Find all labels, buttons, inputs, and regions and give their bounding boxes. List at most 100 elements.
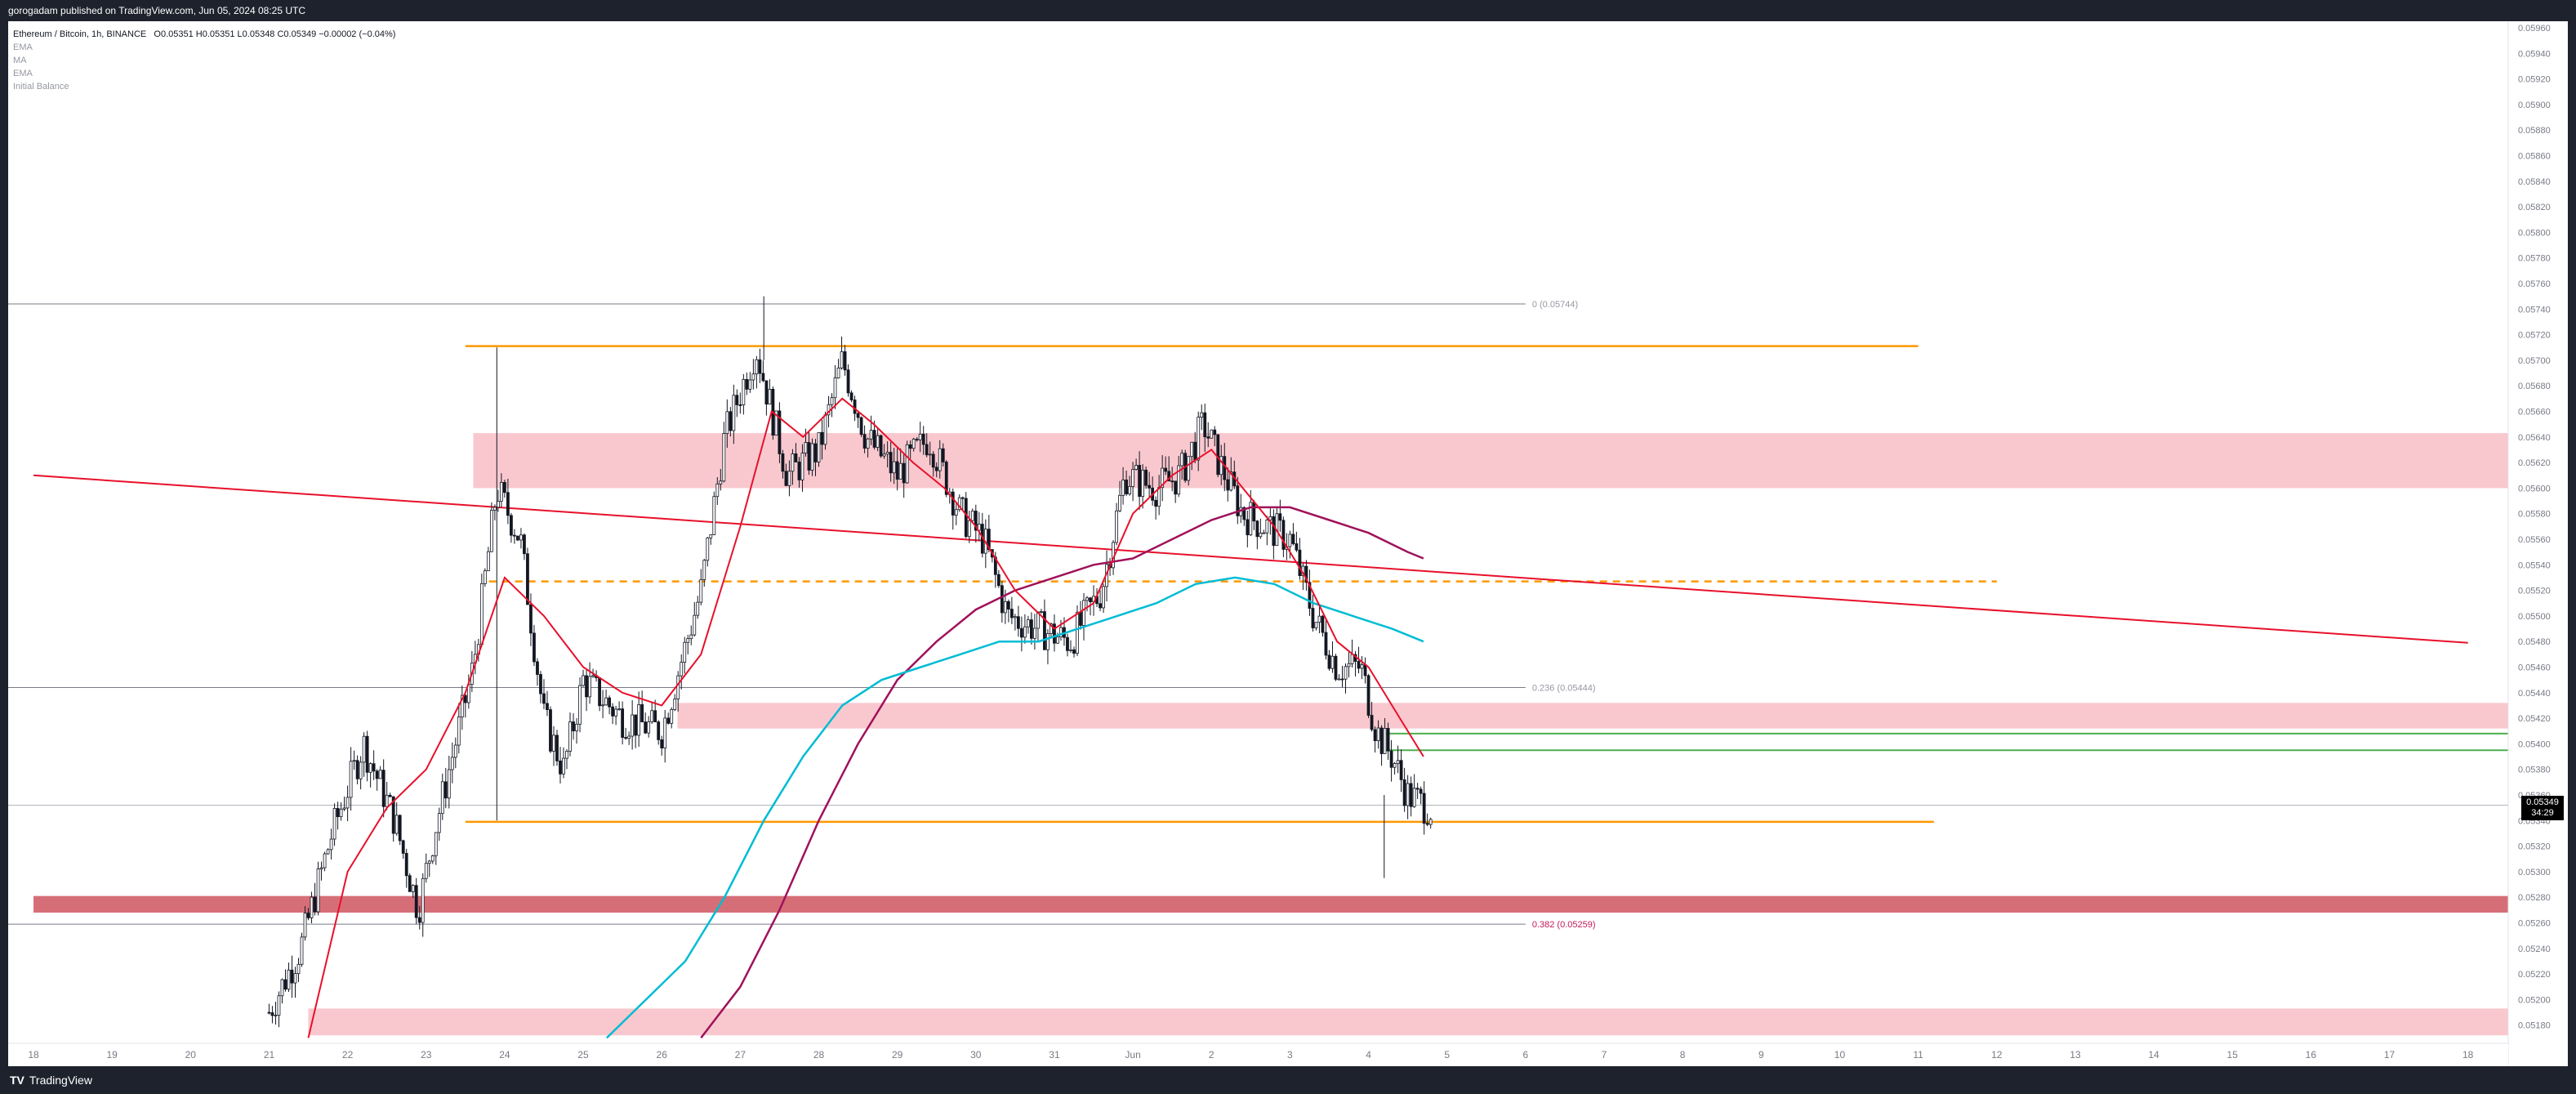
candle-body (954, 509, 958, 516)
candle-body (1210, 429, 1214, 439)
candle-body (666, 717, 671, 724)
price-scale-label: 0.05740 (2518, 305, 2551, 315)
legend-indicator[interactable]: Initial Balance (13, 82, 69, 92)
chart-legend: Ethereum / Bitcoin, 1h, BINANCE O0.05351… (13, 28, 395, 93)
candle-body (450, 757, 454, 770)
candle-body (1428, 819, 1433, 825)
time-scale-label: 11 (1913, 1049, 1923, 1061)
candle-body (709, 534, 713, 538)
candle-body (1177, 465, 1181, 495)
tradingview-logo[interactable]: TV TradingView (10, 1074, 92, 1087)
ema-mid-line[interactable] (606, 576, 1424, 1039)
trendline[interactable] (33, 474, 2468, 644)
candle-body (1399, 760, 1403, 780)
price-chart[interactable]: 0 (0.05744) 0.236 (0.05444) 0.382 (0.05259… (8, 21, 2568, 1066)
chart-area[interactable]: 0 (0.05744) 0.236 (0.05444) 0.382 (0.05259… (8, 21, 2568, 1066)
candle-body (336, 808, 340, 818)
time-scale-label: 28 (813, 1049, 825, 1061)
supply-demand-zone[interactable] (677, 703, 2509, 729)
candle-body (1317, 615, 1321, 623)
candle-body (621, 708, 625, 738)
legend-indicator[interactable]: EMA (13, 42, 33, 52)
candle-body (572, 721, 575, 732)
candle-body (650, 710, 654, 722)
candle-body (758, 359, 762, 374)
candle-body (1043, 611, 1046, 650)
price-scale-label: 0.05680 (2518, 382, 2551, 391)
candle-body (1200, 412, 1204, 418)
candle-body (843, 351, 847, 371)
candle-body (820, 431, 824, 445)
candle-body (359, 761, 363, 779)
candle-body (404, 853, 408, 877)
candle-body (1337, 678, 1341, 681)
candle-body (503, 482, 506, 493)
candle-body (323, 853, 327, 869)
price-scale-label: 0.05780 (2518, 254, 2551, 264)
candle-body (1295, 543, 1299, 551)
candle-body (492, 507, 497, 511)
candle-body (846, 369, 850, 394)
candle-body (1246, 519, 1250, 536)
legend-indicator[interactable]: EMA (13, 69, 33, 78)
candle-body (1223, 456, 1227, 480)
candle-body (546, 703, 549, 710)
candle-body (1373, 729, 1377, 741)
candle-body (1314, 622, 1318, 628)
candle-body (1370, 715, 1374, 730)
candle-body (898, 462, 902, 480)
time-scale-label: 17 (2384, 1049, 2396, 1061)
candle-body (862, 434, 867, 449)
candle-body (1023, 626, 1027, 638)
candle-body (608, 697, 611, 708)
candle-body (1376, 727, 1380, 741)
candle-body (869, 430, 873, 440)
candle-body (764, 380, 769, 405)
price-scale-label: 0.05380 (2518, 766, 2551, 775)
supply-demand-zone[interactable] (308, 1008, 2509, 1036)
candle-body (673, 699, 677, 710)
candle-body (1281, 520, 1286, 550)
candle-body (1167, 471, 1171, 482)
ema-slow-line[interactable] (700, 506, 1424, 1039)
candle-body (1099, 603, 1102, 609)
ema-fast-line[interactable] (307, 397, 1424, 1038)
candle-body (1033, 627, 1036, 639)
price-scale[interactable] (2508, 21, 2568, 1066)
candle-body (1291, 534, 1295, 544)
candle-body (1219, 456, 1223, 476)
candle-body (523, 534, 526, 555)
time-scale[interactable] (8, 1043, 2508, 1066)
candle-body (290, 969, 294, 984)
supply-demand-zone[interactable] (33, 895, 2508, 913)
candle-body (372, 763, 376, 772)
candle-body (967, 520, 971, 538)
current-price-value: 0.05349 (2526, 797, 2559, 807)
candle-body (853, 400, 857, 414)
candle-body (1340, 678, 1344, 681)
time-scale-label: 18 (2462, 1049, 2474, 1061)
candle-body (398, 815, 402, 842)
candle-body (1406, 783, 1410, 806)
candle-body (588, 676, 591, 698)
candle-body (1115, 510, 1118, 543)
time-scale-label: 24 (499, 1049, 510, 1061)
legend-indicator[interactable]: MA (13, 56, 27, 65)
candle-body (925, 444, 929, 456)
candle-body (552, 735, 555, 752)
candle-body (693, 614, 697, 636)
candle-body (375, 770, 379, 779)
candle-body (1019, 627, 1023, 638)
candle-body (987, 529, 991, 550)
candle-body (1076, 611, 1079, 654)
candle-body (735, 395, 739, 405)
time-scale-label: 20 (185, 1049, 197, 1061)
candle-body (388, 794, 392, 797)
candle-body (830, 397, 834, 405)
candle-body (817, 431, 821, 462)
candle-body (696, 601, 700, 616)
price-scale-label: 0.05480 (2518, 637, 2551, 647)
candle-body (313, 896, 317, 913)
candle-body (810, 443, 814, 471)
candle-body (637, 703, 641, 736)
